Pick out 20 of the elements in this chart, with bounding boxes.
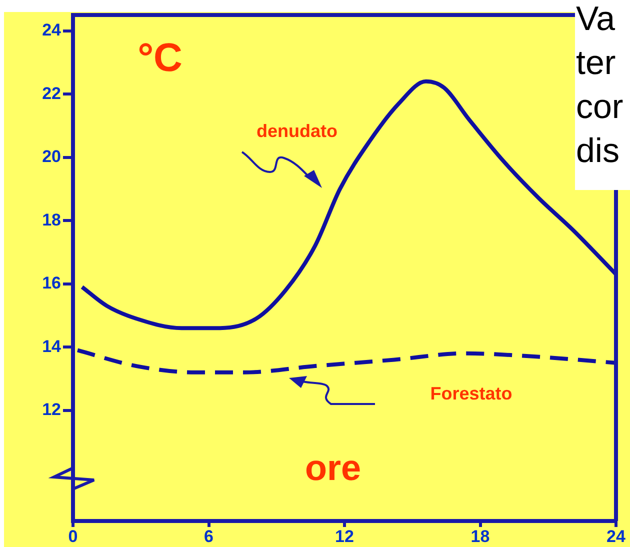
x-tick-label: 18 (470, 526, 490, 546)
annotation: dis (576, 132, 620, 170)
series-label: Forestato (430, 383, 512, 404)
annotation: Va (576, 0, 616, 38)
y-tick-label: 14 (42, 336, 62, 356)
y-tick-label: 16 (42, 274, 61, 292)
x-tick-label: 24 (606, 526, 626, 546)
y-tick-label: 12 (42, 400, 61, 419)
x-axis-title: ore (304, 446, 362, 488)
x-tick-label: 12 (335, 526, 354, 546)
series-label: denudato (256, 120, 338, 141)
y-tick-label: 20 (42, 147, 61, 166)
y-tick-label: 24 (42, 20, 62, 40)
y-tick-label: 22 (42, 84, 61, 103)
y-tick-label: 18 (42, 210, 61, 230)
annotation: cor (576, 88, 624, 126)
x-tick-label: 0 (68, 526, 78, 546)
x-tick-label: 6 (204, 526, 214, 546)
y-axis-title: °C (138, 36, 182, 80)
annotation: ter (576, 44, 616, 82)
